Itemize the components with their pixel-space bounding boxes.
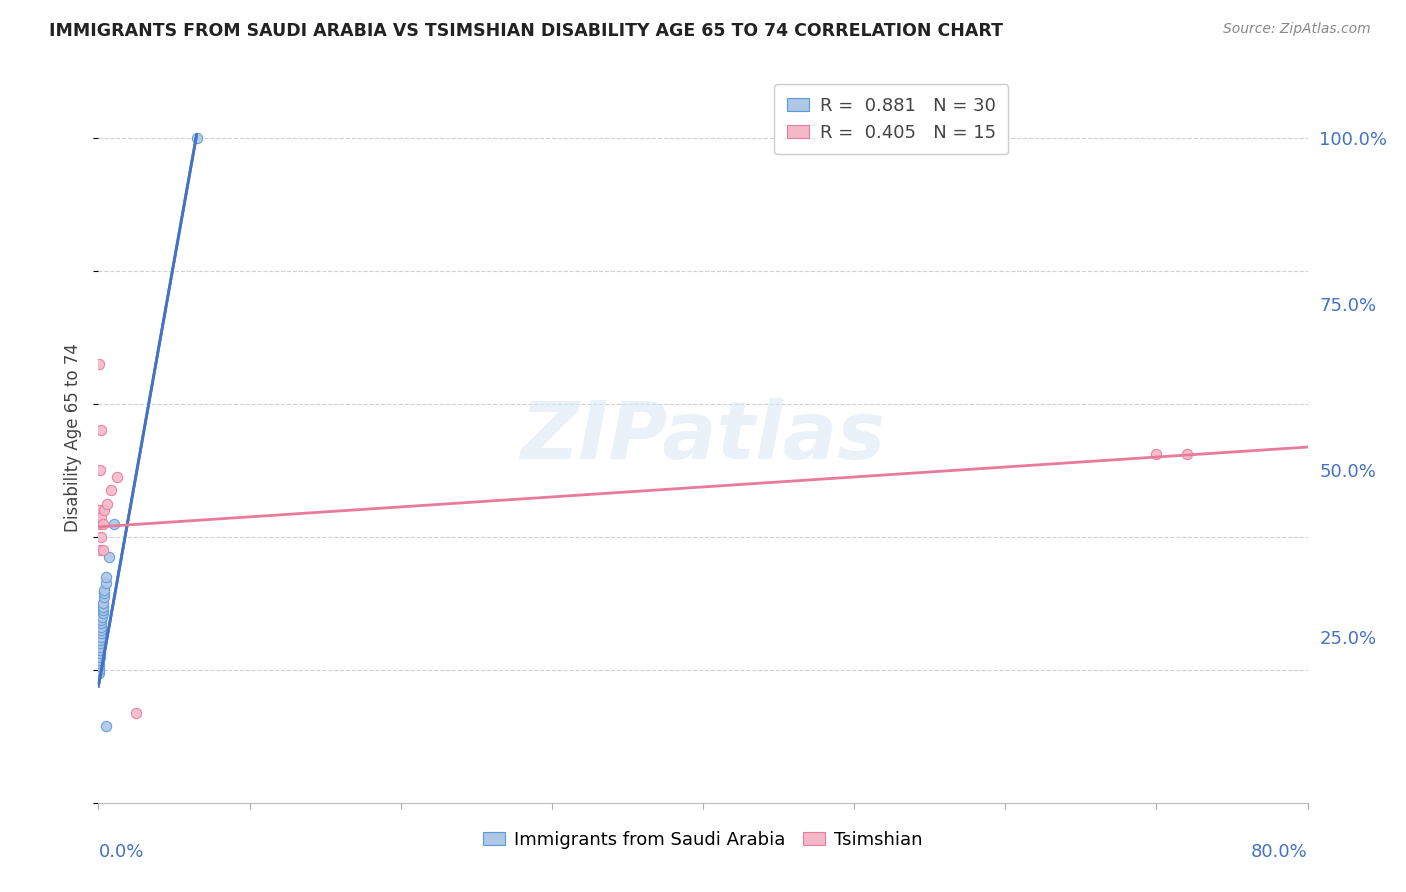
Point — [89, 649, 111, 664]
Point — [90, 630, 112, 644]
Point — [93, 590, 115, 604]
Point — [89, 463, 111, 477]
Text: 80.0%: 80.0% — [1251, 843, 1308, 861]
Point — [89, 543, 111, 558]
Point — [93, 582, 115, 597]
Point — [89, 653, 111, 667]
Point — [91, 516, 114, 531]
Point — [89, 632, 111, 647]
Text: ZIPatlas: ZIPatlas — [520, 398, 886, 476]
Point — [90, 424, 112, 438]
Point — [94, 576, 117, 591]
Point — [91, 607, 114, 621]
Point — [91, 543, 114, 558]
Point — [87, 516, 110, 531]
Text: IMMIGRANTS FROM SAUDI ARABIA VS TSIMSHIAN DISABILITY AGE 65 TO 74 CORRELATION CH: IMMIGRANTS FROM SAUDI ARABIA VS TSIMSHIA… — [49, 22, 1004, 40]
Point — [93, 586, 115, 600]
Legend: Immigrants from Saudi Arabia, Tsimshian: Immigrants from Saudi Arabia, Tsimshian — [477, 823, 929, 856]
Point — [89, 636, 111, 650]
Point — [87, 666, 110, 681]
Point — [90, 626, 112, 640]
Point — [87, 663, 110, 677]
Point — [89, 357, 111, 371]
Point — [89, 659, 111, 673]
Point — [94, 719, 117, 733]
Point — [90, 616, 112, 631]
Point — [1144, 447, 1167, 461]
Point — [89, 643, 111, 657]
Point — [186, 131, 208, 145]
Point — [105, 470, 128, 484]
Point — [125, 706, 148, 720]
Point — [89, 646, 111, 660]
Point — [91, 599, 114, 614]
Text: 0.0%: 0.0% — [98, 843, 143, 861]
Point — [1175, 447, 1198, 461]
Point — [103, 516, 125, 531]
Point — [100, 483, 122, 498]
Point — [98, 549, 121, 564]
Point — [90, 530, 112, 544]
Point — [89, 503, 111, 517]
Point — [96, 497, 118, 511]
Point — [90, 509, 112, 524]
Point — [93, 503, 115, 517]
Point — [91, 609, 114, 624]
Point — [90, 613, 112, 627]
Point — [90, 619, 112, 633]
Point — [91, 603, 114, 617]
Point — [89, 656, 111, 670]
Point — [89, 640, 111, 654]
Point — [94, 570, 117, 584]
Text: Source: ZipAtlas.com: Source: ZipAtlas.com — [1223, 22, 1371, 37]
Point — [90, 623, 112, 637]
Y-axis label: Disability Age 65 to 74: Disability Age 65 to 74 — [65, 343, 83, 532]
Point — [91, 596, 114, 610]
